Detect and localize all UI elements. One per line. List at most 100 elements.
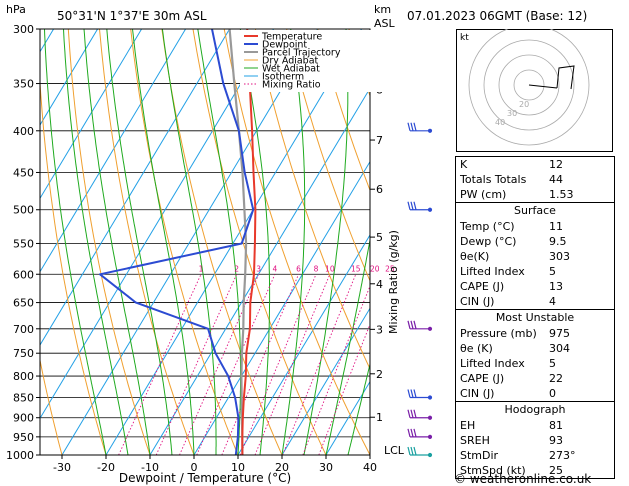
pressure-label: 500 bbox=[13, 204, 34, 217]
hodograph-key: EH bbox=[460, 419, 476, 432]
isotherm bbox=[237, 234, 370, 455]
dry-adiabat bbox=[317, 29, 370, 192]
surface-value: 9.5 bbox=[549, 235, 567, 248]
isotherm bbox=[105, 29, 363, 455]
wind-barb bbox=[407, 122, 433, 133]
x-axis-title: Dewpoint / Temperature (°C) bbox=[119, 471, 291, 485]
dry-adiabat bbox=[411, 29, 440, 455]
height-unit-asl: ASL bbox=[374, 17, 395, 30]
dewpoint-line bbox=[99, 29, 255, 455]
most-unstable-value: 975 bbox=[549, 327, 570, 340]
surface-key: CIN (J) bbox=[460, 295, 495, 308]
mixing-ratio-line bbox=[239, 274, 317, 455]
hodograph-value: 25 bbox=[549, 464, 563, 477]
isotherm bbox=[149, 87, 370, 455]
surface-title: Surface bbox=[514, 204, 556, 217]
wind-barb bbox=[407, 446, 433, 458]
surface-row: Lifted Index 5 bbox=[456, 264, 614, 279]
hodograph-unit: kt bbox=[460, 33, 469, 43]
pressure-label: 800 bbox=[13, 370, 34, 383]
wind-barb bbox=[407, 409, 433, 420]
profile-lines bbox=[99, 29, 257, 455]
mixing-ratio-line bbox=[118, 274, 202, 455]
most-unstable-row: Pressure (mb) 975 bbox=[456, 326, 614, 341]
index-value: 12 bbox=[549, 158, 563, 171]
height-label: 5 bbox=[376, 231, 383, 244]
wind-barb bbox=[407, 389, 433, 400]
wet-adiabat bbox=[83, 29, 151, 455]
wet-adiabat bbox=[132, 29, 195, 455]
hodograph-ring bbox=[468, 29, 590, 146]
isotherm bbox=[40, 29, 99, 126]
surface-key: Lifted Index bbox=[460, 265, 525, 278]
legend-item: Temperature bbox=[261, 32, 322, 43]
indices-table: K 12 Totals Totals 44 PW (cm) 1.53 Surface Te… bbox=[455, 156, 615, 479]
pressure-label: 550 bbox=[13, 237, 34, 250]
hodograph-ring bbox=[483, 39, 575, 131]
temp-tick-label: 30 bbox=[319, 461, 333, 474]
legend: Temperature Dewpoint Parcel Trajectory Dry … bbox=[240, 30, 384, 92]
pressure-unit-label: hPa bbox=[6, 3, 26, 16]
most-unstable-row: θe (K) 304 bbox=[456, 341, 614, 356]
legend-item: Dewpoint bbox=[262, 40, 307, 51]
hodograph-ring-label: 40 bbox=[495, 118, 505, 127]
pressure-label: 900 bbox=[13, 412, 34, 425]
mixing-ratio-label: 4 bbox=[273, 264, 278, 273]
hodograph-row: EH 81 bbox=[456, 418, 614, 433]
isotherm bbox=[0, 29, 10, 455]
surface-row: CAPE (J) 13 bbox=[456, 279, 614, 294]
surface-value: 13 bbox=[549, 280, 563, 293]
temp-tick-label: -30 bbox=[53, 461, 71, 474]
dry-adiabat bbox=[40, 357, 63, 455]
pressure-label: 650 bbox=[13, 297, 34, 310]
hodograph-ring-label: 30 bbox=[507, 109, 517, 118]
surface-key: Temp (°C) bbox=[460, 220, 515, 233]
datetime-title: 07.01.2023 06GMT (Base: 12) bbox=[407, 9, 588, 23]
surface-row: θe(K) 303 bbox=[456, 249, 614, 264]
plot-frame bbox=[39, 28, 371, 456]
mixing-ratio-label: 1 bbox=[199, 264, 204, 273]
temp-tick-label: 40 bbox=[363, 461, 377, 474]
most-unstable-row: CAPE (J) 22 bbox=[456, 371, 614, 386]
index-key: PW (cm) bbox=[460, 188, 507, 201]
surface-key: Dewp (°C) bbox=[460, 235, 517, 248]
most-unstable-key: CAPE (J) bbox=[460, 372, 505, 385]
wind-barb bbox=[407, 320, 433, 331]
index-key: K bbox=[460, 158, 468, 171]
most-unstable-title: Most Unstable bbox=[495, 311, 575, 324]
wet-adiabat bbox=[239, 29, 271, 455]
grid-lines bbox=[0, 29, 440, 455]
pressure-label: 450 bbox=[13, 166, 34, 179]
surface-value: 5 bbox=[549, 265, 556, 278]
hodograph-row: SREH 93 bbox=[456, 433, 614, 448]
mixing-ratio-label: 15 bbox=[351, 264, 361, 273]
height-label: 7 bbox=[376, 134, 383, 147]
wind-barb bbox=[407, 428, 433, 439]
hodograph-row: StmSpd (kt) 25 bbox=[456, 463, 614, 478]
wet-adiabat bbox=[347, 362, 370, 455]
hodograph-ring bbox=[498, 54, 560, 116]
most-unstable-row: Lifted Index 5 bbox=[456, 356, 614, 371]
hodograph-ring-label: 20 bbox=[519, 100, 529, 109]
pressure-label: 750 bbox=[13, 347, 34, 360]
hodograph-key: StmSpd (kt) bbox=[460, 464, 526, 477]
surface-row: CIN (J) 4 bbox=[456, 294, 614, 309]
temperature-line bbox=[241, 29, 257, 455]
dry-adiabat bbox=[67, 29, 151, 455]
surface-key: CAPE (J) bbox=[460, 280, 505, 293]
most-unstable-value: 5 bbox=[549, 357, 556, 370]
location-title: 50°31'N 1°37'E 30m ASL bbox=[57, 9, 207, 23]
surface-value: 4 bbox=[549, 295, 556, 308]
mixing-ratio-label: 6 bbox=[296, 264, 301, 273]
mixing-ratio-label: 25 bbox=[385, 264, 395, 273]
temp-tick-label: -20 bbox=[97, 461, 115, 474]
wet-adiabat bbox=[281, 29, 306, 455]
isotherm bbox=[40, 29, 231, 346]
dry-adiabat bbox=[223, 29, 370, 455]
isotherm bbox=[325, 380, 370, 455]
isotherm bbox=[40, 29, 143, 200]
skewt-chart: 1 2 3 4 6 8 10 15 20 2530035040045050055060065070… bbox=[0, 23, 440, 485]
pressure-label: 300 bbox=[13, 23, 34, 36]
wet-adiabat bbox=[197, 29, 241, 455]
